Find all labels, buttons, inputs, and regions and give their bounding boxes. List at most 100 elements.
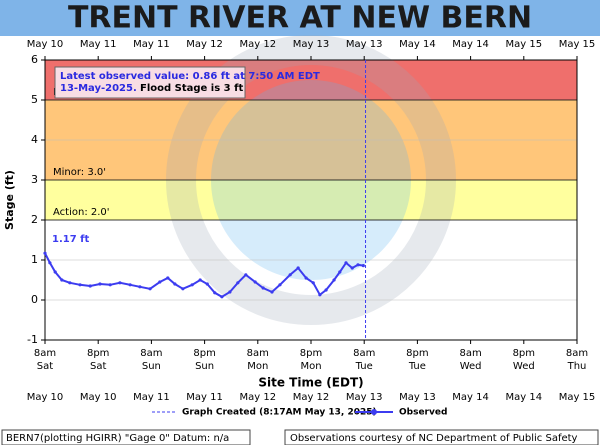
data-point bbox=[88, 284, 92, 288]
data-point bbox=[43, 251, 47, 255]
data-point bbox=[128, 283, 132, 287]
data-point bbox=[98, 282, 102, 286]
data-point bbox=[253, 280, 257, 284]
x-tick-date: May 12 bbox=[293, 392, 330, 403]
data-point bbox=[296, 266, 300, 270]
x-tick-date: May 11 bbox=[133, 392, 170, 403]
legend-dot bbox=[371, 409, 377, 415]
y-tick-label: -1 bbox=[27, 333, 38, 346]
x-tick-label: 8pm bbox=[193, 348, 215, 359]
x-tick-date: May 14 bbox=[452, 392, 489, 403]
data-point bbox=[324, 288, 328, 292]
x-tick-day: Sun bbox=[142, 361, 161, 372]
x-tick-day: Mon bbox=[247, 361, 268, 372]
x-tick-day: Tue bbox=[355, 361, 373, 372]
data-point bbox=[338, 270, 342, 274]
data-point bbox=[205, 282, 209, 286]
top-tick-date: May 14 bbox=[452, 39, 489, 50]
y-tick-label: 1 bbox=[31, 253, 38, 266]
x-tick-day: Mon bbox=[300, 361, 321, 372]
data-point bbox=[60, 278, 64, 282]
threshold-label: Minor: 3.0' bbox=[53, 167, 106, 178]
data-point bbox=[138, 285, 142, 289]
data-point bbox=[288, 273, 292, 277]
data-point bbox=[270, 290, 274, 294]
footer-right: Observations courtesy of NC Department o… bbox=[290, 433, 578, 444]
top-tick-date: May 12 bbox=[186, 39, 223, 50]
y-axis-title: Stage (ft) bbox=[3, 170, 16, 230]
annotation-line: Latest observed value: 0.86 ft at 7:50 A… bbox=[60, 71, 320, 82]
x-tick-label: 8am bbox=[34, 348, 56, 359]
footer-left: BERN7(plotting HGIRR) "Gage 0" Datum: n/… bbox=[6, 433, 229, 444]
y-tick-label: 5 bbox=[31, 93, 38, 106]
threshold-band bbox=[45, 180, 577, 220]
data-point bbox=[244, 273, 248, 277]
x-axis-title: Site Time (EDT) bbox=[258, 376, 363, 390]
data-point bbox=[198, 278, 202, 282]
x-tick-day: Sun bbox=[195, 361, 214, 372]
data-point bbox=[213, 291, 217, 295]
x-tick-label: 8am bbox=[140, 348, 162, 359]
x-tick-date: May 11 bbox=[186, 392, 223, 403]
x-tick-label: 8pm bbox=[513, 348, 535, 359]
data-point bbox=[236, 281, 240, 285]
data-point bbox=[304, 276, 308, 280]
legend-created-label: Graph Created (8:17AM May 13, 2025) bbox=[182, 408, 377, 418]
footer-box bbox=[1, 429, 251, 445]
top-tick-date: May 12 bbox=[240, 39, 277, 50]
data-point bbox=[228, 290, 232, 294]
x-tick-label: 8am bbox=[459, 348, 481, 359]
data-point bbox=[311, 281, 315, 285]
legend-label: Observed bbox=[399, 408, 447, 418]
data-point bbox=[190, 283, 194, 287]
x-tick-day: Wed bbox=[513, 361, 535, 372]
x-tick-date: May 13 bbox=[346, 392, 383, 403]
data-point bbox=[220, 295, 224, 299]
data-point bbox=[68, 281, 72, 285]
top-tick-date: May 14 bbox=[399, 39, 436, 50]
data-point bbox=[318, 293, 322, 297]
data-point bbox=[173, 282, 177, 286]
data-point bbox=[344, 261, 348, 265]
top-tick-date: May 15 bbox=[559, 39, 596, 50]
data-point bbox=[261, 286, 265, 290]
x-tick-label: 8am bbox=[566, 348, 588, 359]
top-tick-date: May 10 bbox=[27, 39, 64, 50]
x-tick-label: 8am bbox=[247, 348, 269, 359]
top-tick-date: May 13 bbox=[346, 39, 383, 50]
x-tick-date: May 15 bbox=[559, 392, 596, 403]
x-tick-day: Thu bbox=[567, 361, 587, 372]
top-tick-date: May 11 bbox=[133, 39, 170, 50]
chart-title: TRENT RIVER AT NEW BERN bbox=[68, 1, 532, 36]
x-tick-day: Sat bbox=[90, 361, 106, 372]
x-tick-day: Wed bbox=[460, 361, 482, 372]
title-band bbox=[0, 0, 600, 36]
footer-box bbox=[284, 429, 599, 445]
data-point bbox=[332, 278, 336, 282]
y-tick-label: 0 bbox=[31, 293, 38, 306]
y-tick-label: 3 bbox=[31, 173, 38, 186]
data-point bbox=[166, 276, 170, 280]
x-tick-label: 8pm bbox=[87, 348, 109, 359]
x-tick-label: 8pm bbox=[406, 348, 428, 359]
data-point bbox=[350, 266, 354, 270]
top-tick-date: May 13 bbox=[293, 39, 330, 50]
y-tick-label: 6 bbox=[31, 53, 38, 66]
x-tick-day: Sat bbox=[37, 361, 53, 372]
annotation-box bbox=[54, 66, 246, 99]
x-tick-day: Tue bbox=[408, 361, 426, 372]
y-tick-label: 2 bbox=[31, 213, 38, 226]
x-tick-date: May 10 bbox=[80, 392, 117, 403]
data-point bbox=[108, 283, 112, 287]
annotation-flood-stage: Flood Stage is 3 ft bbox=[140, 83, 243, 94]
top-tick-date: May 15 bbox=[506, 39, 543, 50]
data-point bbox=[118, 281, 122, 285]
data-point bbox=[78, 283, 82, 287]
data-point bbox=[181, 287, 185, 291]
data-point bbox=[361, 264, 365, 268]
data-point bbox=[356, 263, 360, 267]
x-tick-label: 8am bbox=[353, 348, 375, 359]
data-point bbox=[48, 261, 52, 265]
threshold-label: Action: 2.0' bbox=[53, 207, 110, 218]
